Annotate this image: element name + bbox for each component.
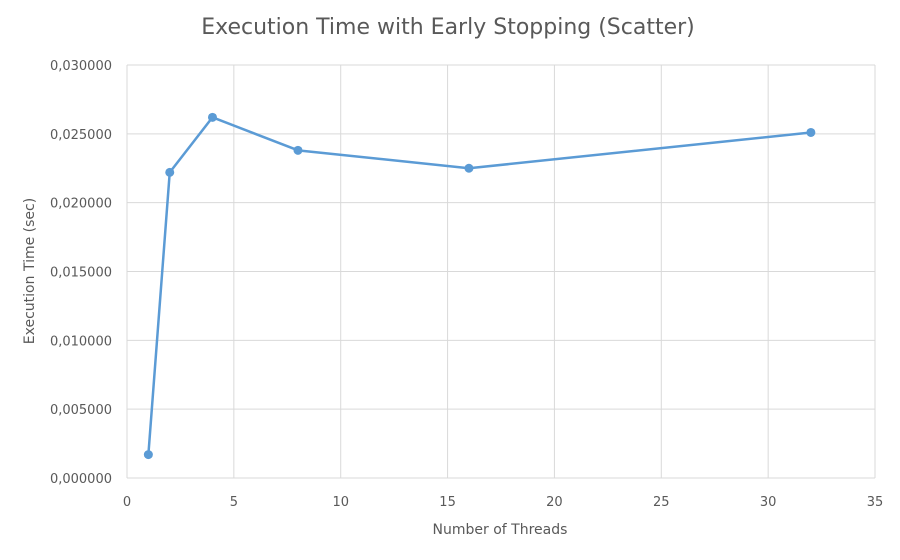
x-tick-label: 0 [123,495,131,510]
grid-layer [126,64,876,479]
y-tick-label: 0,020000 [50,197,112,212]
data-point [207,112,217,122]
y-tick-label: 0,015000 [50,266,112,281]
series-layer [143,112,816,460]
x-axis-label: Number of Threads [433,522,568,538]
y-tick-label: 0,025000 [50,128,112,143]
y-tick-label: 0,010000 [50,334,112,349]
x-tick-label: 20 [546,495,563,510]
x-tick-label: 25 [653,495,670,510]
y-tick-label: 0,005000 [50,403,112,418]
chart-title: Execution Time with Early Stopping (Scat… [201,15,695,40]
data-point [165,167,175,177]
x-tick-label: 10 [332,495,349,510]
y-tick-label: 0,000000 [50,472,112,487]
y-tick-label: 0,030000 [50,59,112,74]
data-point [464,163,474,173]
data-point [143,450,153,460]
data-point [293,145,303,155]
x-tick-label: 30 [760,495,777,510]
tick-layer: 0,000000 0,005000 0,010000 0,015000 0,020000… [50,59,883,510]
y-axis-label: Execution Time (sec) [22,198,38,344]
x-tick-label: 5 [230,495,238,510]
series-line [147,116,812,455]
x-tick-label: 35 [867,495,884,510]
x-tick-label: 15 [439,495,456,510]
data-point [806,127,816,137]
